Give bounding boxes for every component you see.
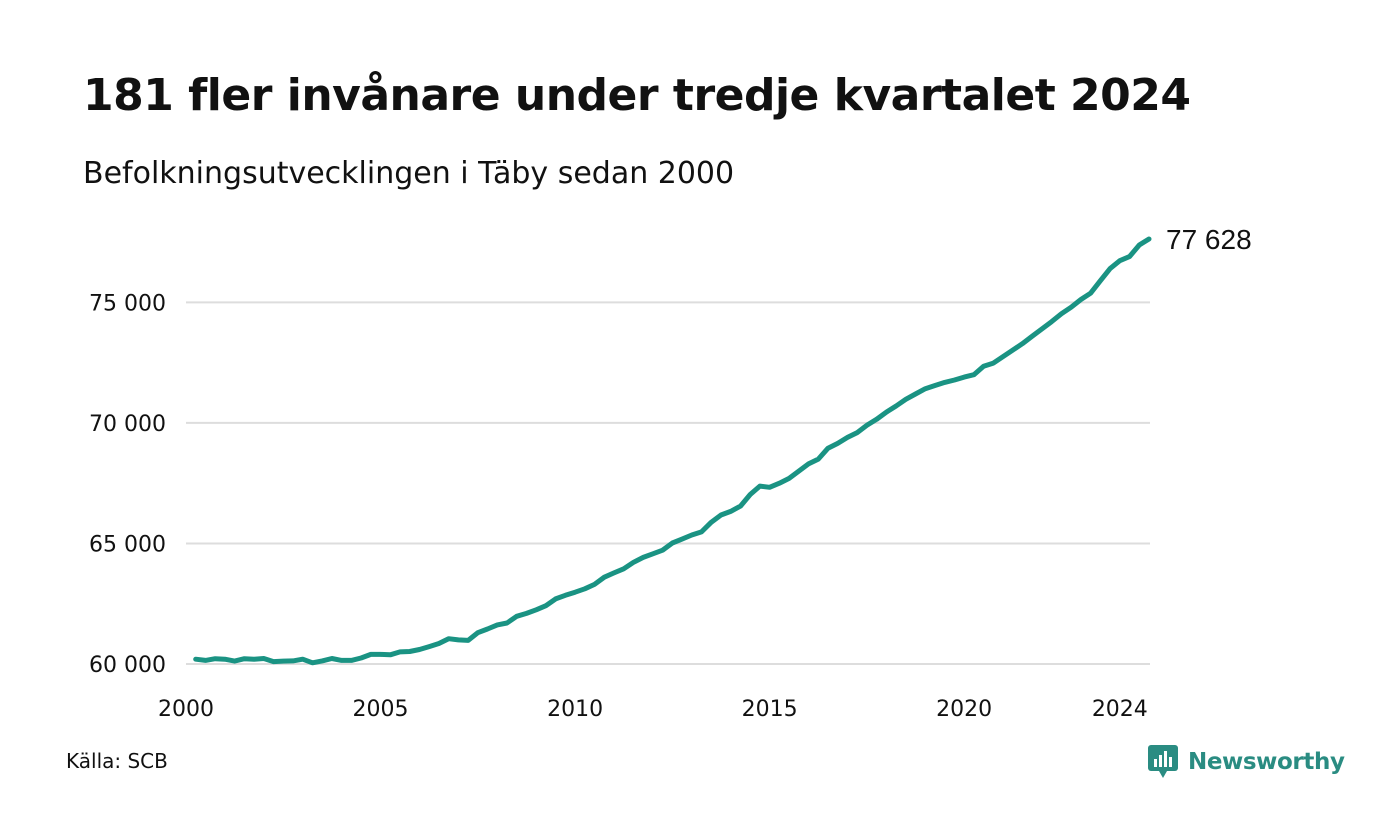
series-line: [193, 236, 1152, 666]
newsworthy-logo-icon: [1148, 745, 1178, 778]
x-axis-tick-labels: 2000 2005 2010 2015 2020 2024: [158, 697, 1148, 722]
y-axis-tick-labels: 60 000 65 000 70 000 75 000: [89, 291, 166, 678]
chart-title: 181 fler invånare under tredje kvartalet…: [83, 70, 1191, 121]
x-tick-label: 2015: [742, 697, 798, 722]
brand-name: Newsworthy: [1188, 749, 1345, 775]
brand-logo: Newsworthy: [1148, 744, 1345, 780]
x-tick-label: 2010: [547, 697, 603, 722]
data-labels: 77 628: [1166, 224, 1252, 255]
end-value-label: 77 628: [1166, 224, 1252, 255]
gridlines: [186, 301, 1150, 665]
x-tick-label: 2024: [1092, 697, 1148, 722]
x-tick-label: 2005: [353, 697, 409, 722]
chart-subtitle: Befolkningsutvecklingen i Täby sedan 200…: [83, 156, 735, 191]
source-note: Källa: SCB: [66, 749, 168, 773]
y-tick-label: 65 000: [89, 532, 166, 557]
x-tick-label: 2000: [158, 697, 214, 722]
x-tick-label: 2020: [936, 697, 992, 722]
series: [193, 236, 1152, 666]
y-tick-label: 75 000: [89, 291, 166, 316]
y-tick-label: 60 000: [89, 653, 166, 678]
y-tick-label: 70 000: [89, 412, 166, 437]
